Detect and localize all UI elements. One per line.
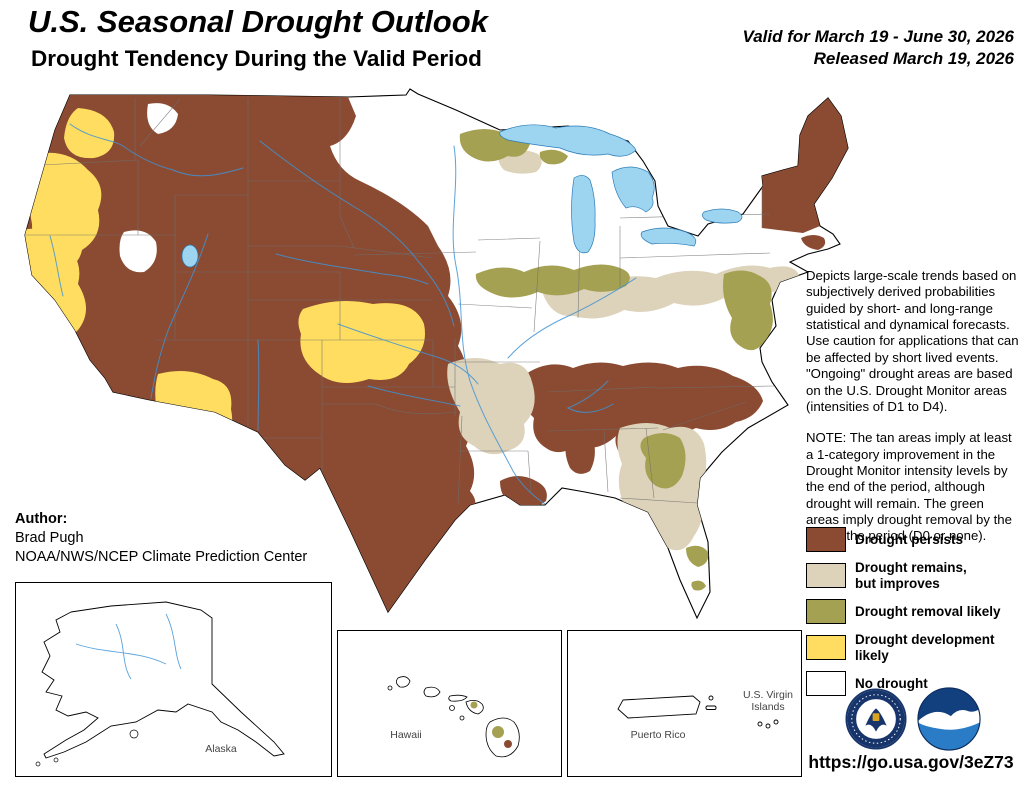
lake-superior: [499, 124, 637, 157]
legend-label: Drought development likely: [855, 632, 995, 663]
hawaii-drought-removal-patches: [470, 701, 504, 738]
legend-swatch-no-drought: [806, 671, 846, 697]
legend-item-persists: Drought persists: [806, 527, 1024, 552]
page-title: U.S. Seasonal Drought Outlook: [28, 4, 488, 39]
great-salt-lake: [181, 244, 199, 268]
logos: [845, 687, 981, 751]
legend-swatch-removal: [806, 599, 846, 625]
region-drought-removal: [459, 129, 773, 591]
lake-erie: [640, 227, 697, 247]
lake-huron: [611, 166, 655, 213]
description-paragraph: Depicts large-scale trends based on subj…: [806, 268, 1019, 414]
legend-label: Drought removal likely: [855, 603, 1001, 619]
legend-swatch-development: [806, 635, 846, 661]
legend-swatch-persists: [806, 527, 846, 552]
alaska-map: Alaska: [35, 601, 285, 767]
rivers: [49, 123, 637, 505]
alaska-rivers: [75, 613, 182, 680]
hawaii-inset: Hawaii: [337, 630, 562, 777]
legend-item-improves: Drought remains, but improves: [806, 560, 1024, 591]
legend: Drought persists Drought remains, but im…: [806, 527, 1024, 697]
legend-label: No drought: [855, 675, 928, 691]
lake-michigan: [571, 175, 596, 254]
shortlink-url: https://go.usa.gov/3eZ73: [808, 752, 1014, 772]
released-date-text: Released March 19, 2026: [813, 49, 1014, 69]
puerto-rico-label: Puerto Rico: [631, 729, 686, 741]
valid-period-block: Valid for March 19 - June 30, 2026 Relea…: [743, 26, 1015, 70]
note-paragraph: NOTE: The tan areas imply at least a 1-c…: [806, 430, 1012, 544]
usvi-label-line1: U.S. Virgin: [743, 689, 793, 701]
page-subtitle: Drought Tendency During the Valid Period: [31, 46, 482, 71]
puerto-rico-map: Puerto Rico U.S. Virgin Islands: [617, 689, 793, 741]
commerce-seal-icon: [845, 688, 907, 750]
author-name: Brad Pugh: [15, 530, 84, 547]
legend-swatch-improves: [806, 563, 846, 589]
valid-period-text: Valid for March 19 - June 30, 2026: [742, 27, 1015, 46]
author-org: NOAA/NWS/NCEP Climate Prediction Center: [15, 549, 308, 566]
great-lakes: [181, 124, 743, 268]
description-block: Depicts large-scale trends based on subj…: [806, 268, 1020, 560]
hawaii-drought-persists-patch: [504, 740, 512, 748]
hawaii-label: Hawaii: [390, 729, 422, 741]
legend-item-no-drought: No drought: [806, 671, 1024, 697]
conus-map: [24, 88, 849, 619]
alaska-label: Alaska: [205, 743, 237, 755]
legend-label: Drought persists: [855, 531, 964, 547]
legend-item-development: Drought development likely: [806, 632, 1024, 663]
noaa-logo-icon: [917, 687, 981, 751]
puerto-rico-inset: Puerto Rico U.S. Virgin Islands: [567, 630, 802, 777]
lake-ontario: [702, 208, 743, 224]
legend-item-removal: Drought removal likely: [806, 599, 1024, 625]
author-label: Author:: [15, 511, 68, 527]
legend-label: Drought remains, but improves: [855, 560, 967, 591]
hawaii-map: Hawaii: [387, 676, 520, 758]
author-block: Author: Brad Pugh NOAA/NWS/NCEP Climate …: [15, 510, 307, 567]
usvi-label-line2: Islands: [751, 701, 784, 713]
alaska-inset: Alaska: [15, 582, 332, 777]
